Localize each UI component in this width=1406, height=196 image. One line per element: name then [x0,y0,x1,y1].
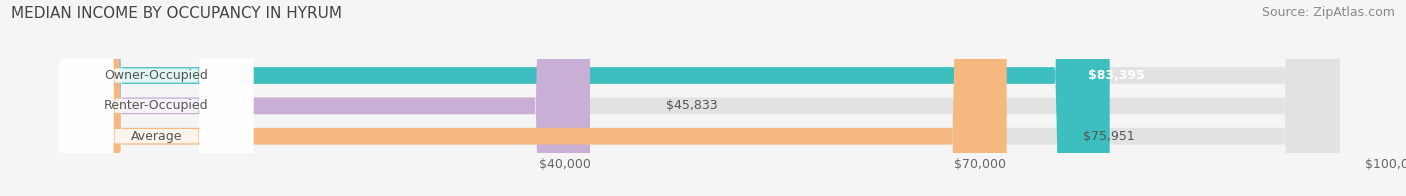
Text: Source: ZipAtlas.com: Source: ZipAtlas.com [1261,6,1395,19]
FancyBboxPatch shape [59,0,253,196]
Text: Renter-Occupied: Renter-Occupied [104,99,209,112]
FancyBboxPatch shape [66,0,1109,196]
FancyBboxPatch shape [66,0,1007,196]
Text: $45,833: $45,833 [666,99,717,112]
Text: MEDIAN INCOME BY OCCUPANCY IN HYRUM: MEDIAN INCOME BY OCCUPANCY IN HYRUM [11,6,342,21]
Text: Owner-Occupied: Owner-Occupied [104,69,208,82]
FancyBboxPatch shape [66,0,591,196]
FancyBboxPatch shape [66,0,1340,196]
FancyBboxPatch shape [66,0,1340,196]
Text: $83,395: $83,395 [1087,69,1144,82]
FancyBboxPatch shape [59,0,253,196]
FancyBboxPatch shape [59,0,253,196]
Text: Average: Average [131,130,183,143]
FancyBboxPatch shape [66,0,1340,196]
Text: $75,951: $75,951 [1083,130,1135,143]
